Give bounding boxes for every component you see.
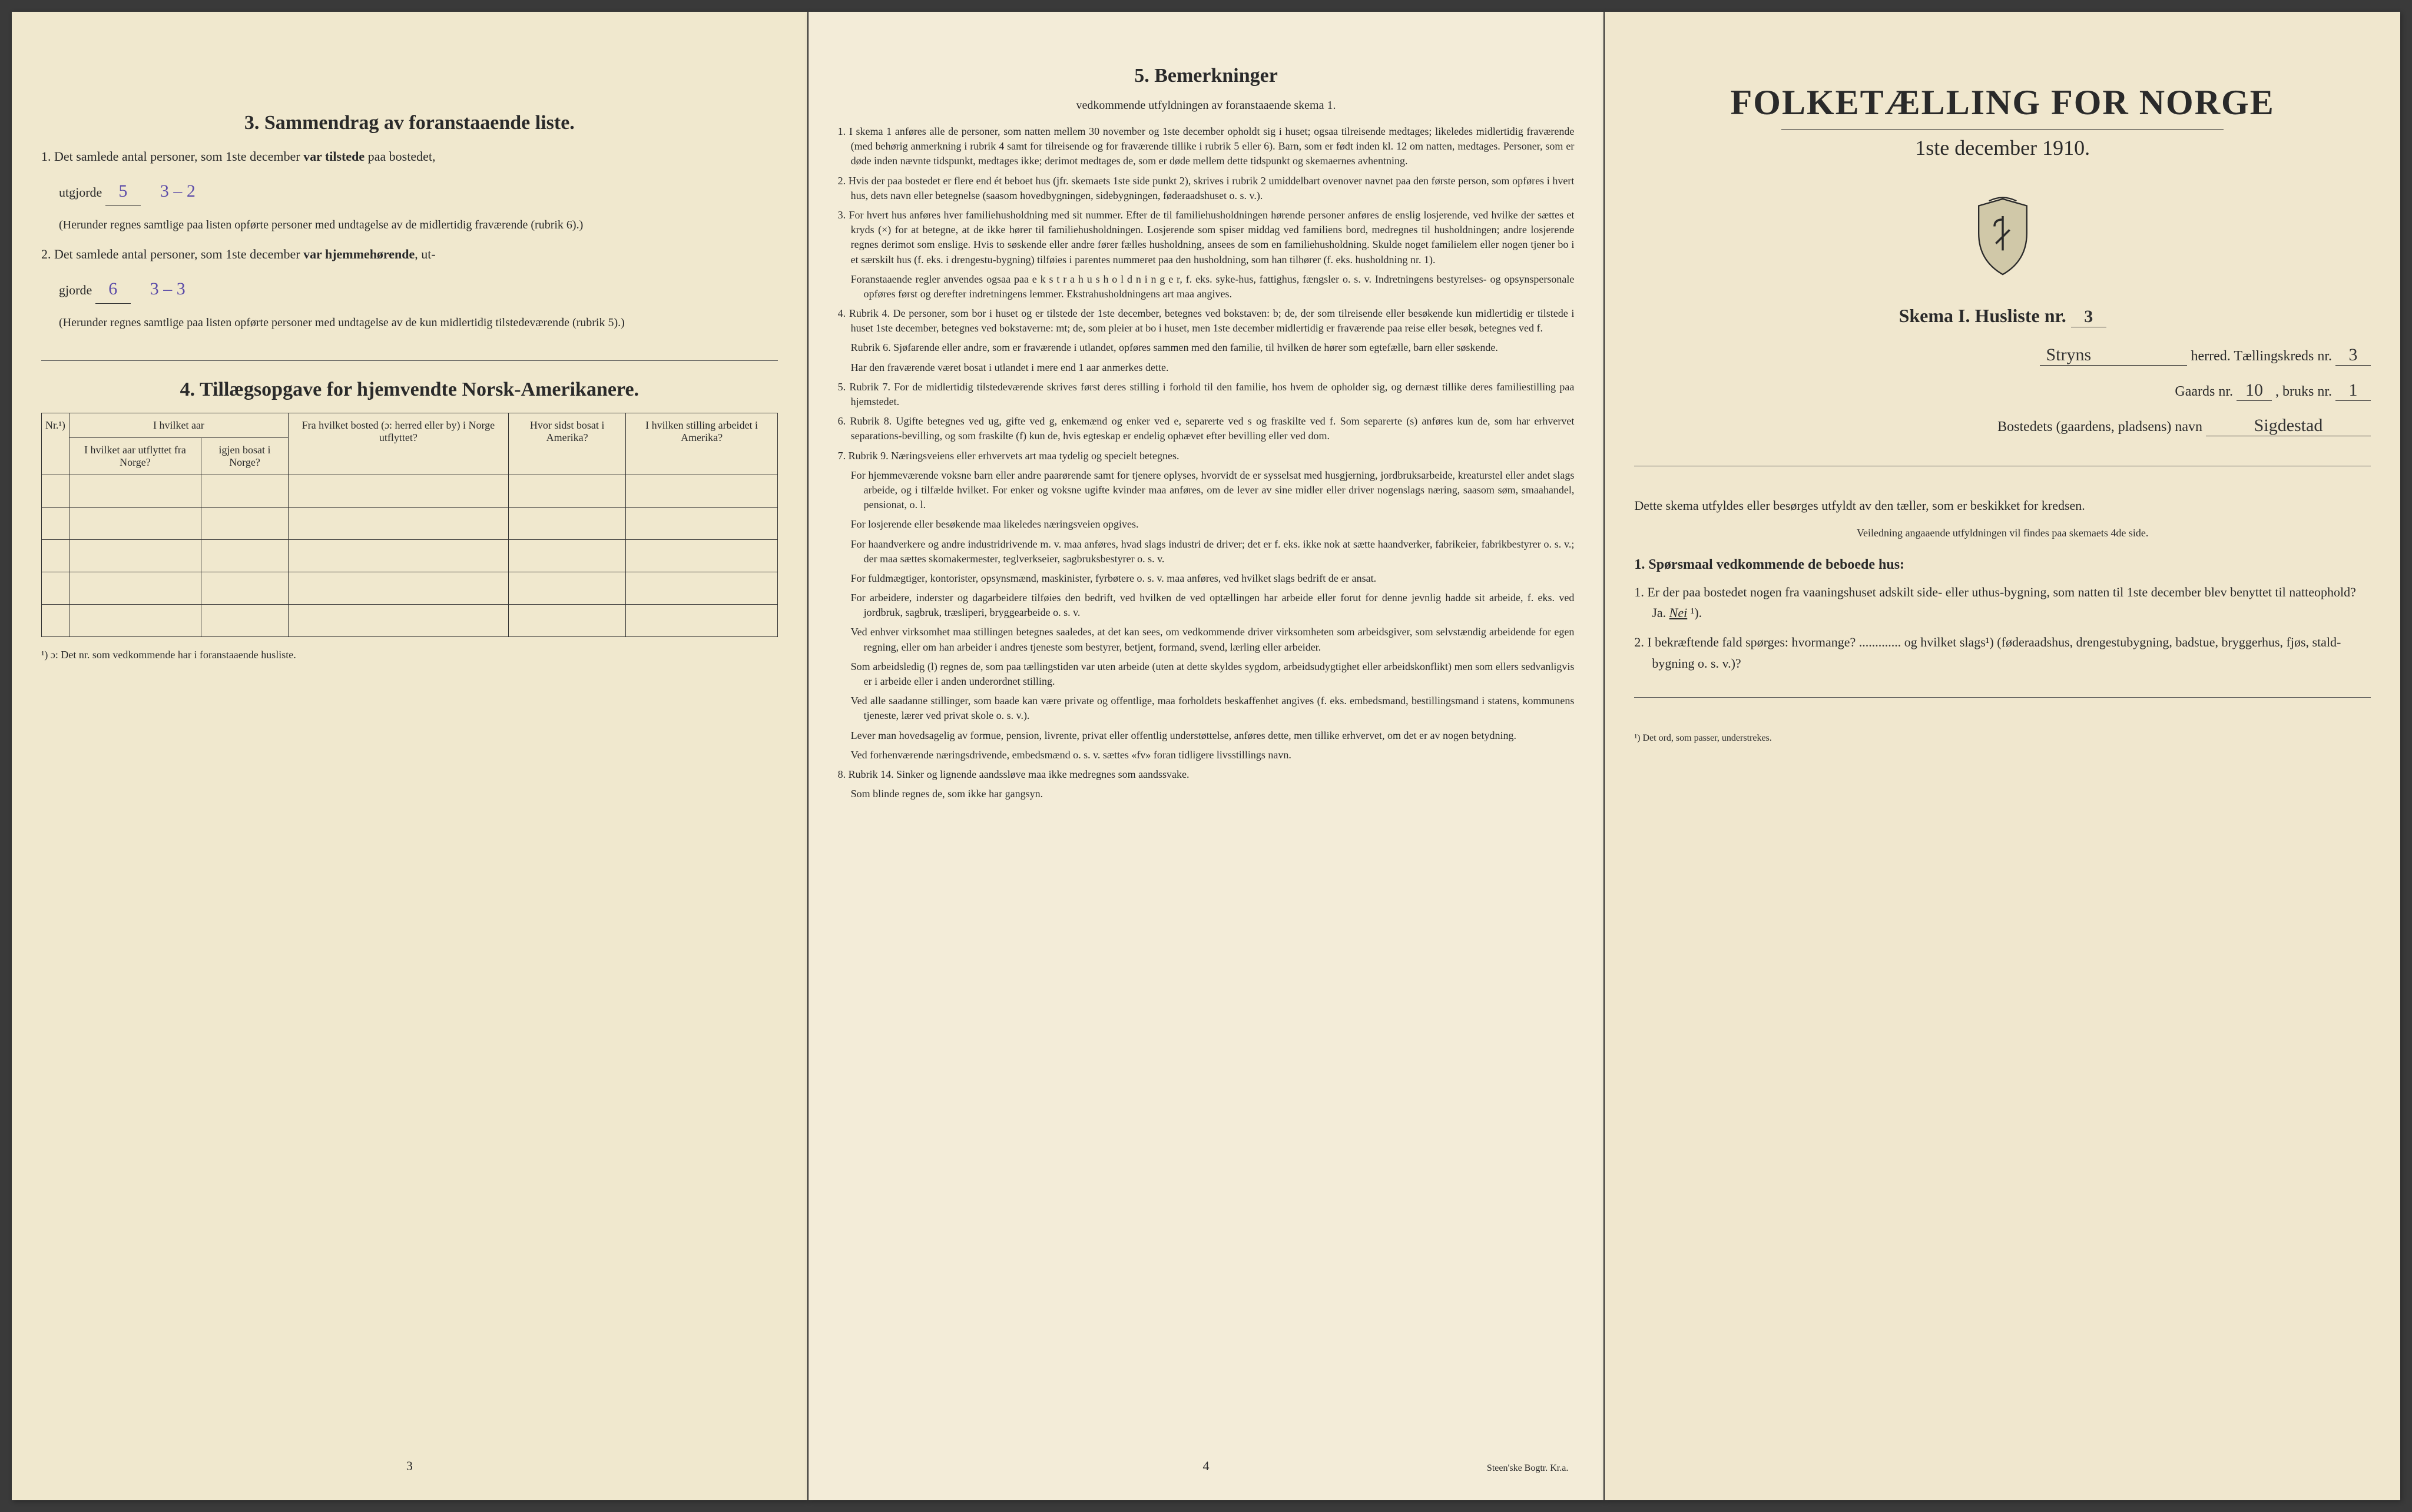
hw-tilstede-breakdown: 3 – 2 (160, 181, 196, 201)
footnote-3-text: ¹) Det ord, som passer, understrekes. (1634, 733, 1771, 743)
l1c: paa bostedet, (365, 149, 435, 164)
summary-line-1: 1. Det samlede antal personer, som 1ste … (41, 146, 778, 167)
gaard-line: Gaards nr. 10 , bruks nr. 1 (1634, 380, 2371, 401)
page-3: 3. Sammendrag av foranstaaende liste. 1.… (12, 12, 807, 1500)
th-nr: Nr.¹) (42, 413, 69, 475)
remark-7g: Ved enhver virksomhet maa stillingen bet… (838, 625, 1575, 654)
divider-4 (1634, 697, 2371, 698)
table-row (42, 508, 778, 540)
q1-text: 1. Er der paa bostedet nogen fra vaaning… (1634, 585, 2356, 620)
veiledning-text: Veiledning angaaende utfyldningen vil fi… (1634, 527, 2371, 539)
sub2: (Herunder regnes samtlige paa listen opf… (41, 314, 778, 331)
remark-7b: For hjemmeværende voksne barn eller andr… (838, 468, 1575, 513)
table-row (42, 605, 778, 637)
utgjorde-line-2: gjorde 6 3 – 3 (41, 275, 778, 304)
footnote-3: ¹) Det ord, som passer, understrekes. (1634, 733, 2371, 744)
document-spread: 3. Sammendrag av foranstaaende liste. 1.… (12, 12, 2400, 1500)
remark-3: 3. For hvert hus anføres hver familiehus… (838, 208, 1575, 267)
th-aar-group: I hvilket aar (69, 413, 288, 438)
remarks-list: 1. I skema 1 anføres alle de personer, s… (838, 124, 1575, 801)
utgjorde-line-1: utgjorde 5 3 – 2 (41, 177, 778, 206)
main-title: FOLKETÆLLING FOR NORGE (1634, 82, 2371, 123)
th-bosted: Fra hvilket bosted (ɔ: herred eller by) … (289, 413, 509, 475)
l2c: , ut- (415, 247, 435, 261)
hw-hjemme-breakdown: 3 – 3 (150, 279, 185, 299)
remark-7f: For arbeidere, inderster og dagarbeidere… (838, 591, 1575, 620)
remark-7k: Ved forhenværende næringsdrivende, embed… (838, 748, 1575, 762)
remark-7j: Lever man hovedsagelig av formue, pensio… (838, 728, 1575, 743)
title-rule (1781, 129, 2223, 130)
remark-8: 8. Rubrik 14. Sinker og lignende aandssl… (838, 767, 1575, 782)
th-utflyttet: I hvilket aar utflyttet fra Norge? (69, 438, 201, 475)
l1a: 1. Det samlede antal personer, som 1ste … (41, 149, 303, 164)
divider-1 (41, 360, 778, 361)
skema-label: Skema I. Husliste nr. (1899, 305, 2071, 326)
summary-line-2: 2. Det samlede antal personer, som 1ste … (41, 244, 778, 264)
herred-label: herred. Tællingskreds nr. (2191, 349, 2335, 364)
remark-7c: For losjerende eller besøkende maa likel… (838, 517, 1575, 532)
bruks-label: , bruks nr. (2275, 384, 2335, 399)
remark-4c: Har den fraværende været bosat i utlande… (838, 360, 1575, 375)
page-4: 5. Bemerkninger vedkommende utfyldningen… (809, 12, 1604, 1500)
q1-sup: ¹). (1687, 605, 1702, 620)
sub1: (Herunder regnes samtlige paa listen opf… (41, 217, 778, 233)
section-3-heading: 3. Sammendrag av foranstaaende liste. (41, 112, 778, 134)
gj2: gjorde (59, 283, 95, 297)
hw-herred-name: Stryns (2040, 345, 2187, 366)
l2a: 2. Det samlede antal personer, som 1ste … (41, 247, 303, 261)
section-4-heading: 4. Tillægsopgave for hjemvendte Norsk-Am… (41, 379, 778, 401)
remark-5: 5. Rubrik 7. For de midlertidig tilstede… (838, 380, 1575, 409)
remark-7e: For fuldmægtiger, kontorister, opsynsmæn… (838, 571, 1575, 586)
sporsmaal-heading: 1. Spørsmaal vedkommende de beboede hus: (1634, 557, 2371, 573)
hw-kreds-nr: 3 (2335, 345, 2371, 366)
skema-line: Skema I. Husliste nr. 3 (1634, 305, 2371, 327)
table-row (42, 475, 778, 508)
utgj1: utgjorde (59, 185, 105, 200)
hw-tilstede-count: 5 (105, 177, 141, 206)
remark-4: 4. Rubrik 4. De personer, som bor i huse… (838, 306, 1575, 336)
remark-7h: Som arbeidsledig (l) regnes de, som paa … (838, 659, 1575, 689)
hw-hjemme-count: 6 (95, 275, 131, 304)
hw-gaard-nr: 10 (2237, 380, 2272, 401)
table-row (42, 572, 778, 605)
hw-husliste-nr: 3 (2071, 307, 2106, 327)
footnote-1: ¹) ɔ: Det nr. som vedkommende har i fora… (41, 649, 778, 661)
section-5-heading: 5. Bemerkninger (838, 65, 1575, 87)
th-stilling: I hvilken stilling arbeidet i Amerika? (626, 413, 777, 475)
page-number-3: 3 (406, 1458, 413, 1474)
section-5-sub: vedkommende utfyldningen av foranstaaend… (838, 99, 1575, 112)
hw-bosted-name: Sigdestad (2206, 416, 2371, 436)
remark-3b: Foranstaaende regler anvendes ogsaa paa … (838, 272, 1575, 301)
remark-4b: Rubrik 6. Sjøfarende eller andre, som er… (838, 340, 1575, 355)
instruction-text: Dette skema utfyldes eller besørges utfy… (1634, 496, 2371, 515)
bosted-line: Bostedets (gaardens, pladsens) navn Sigd… (1634, 416, 2371, 436)
remark-1: 1. I skema 1 anføres alle de personer, s… (838, 124, 1575, 169)
remark-7d: For haandverkere og andre industridriven… (838, 537, 1575, 566)
amerika-table: Nr.¹) I hvilket aar Fra hvilket bosted (… (41, 413, 778, 637)
remark-7i: Ved alle saadanne stillinger, som baade … (838, 694, 1575, 723)
bosted-label: Bostedets (gaardens, pladsens) navn (1997, 419, 2206, 435)
q1-nei-underlined: Nei (1669, 605, 1688, 620)
remark-7: 7. Rubrik 9. Næringsveiens eller erhverv… (838, 449, 1575, 463)
title-page: FOLKETÆLLING FOR NORGE 1ste december 191… (1605, 12, 2400, 1500)
question-1: 1. Er der paa bostedet nogen fra vaaning… (1634, 582, 2371, 623)
page-number-4: 4 (1203, 1458, 1210, 1474)
gaard-label: Gaards nr. (2175, 384, 2237, 399)
printer-credit: Steen'ske Bogtr. Kr.a. (1487, 1463, 1568, 1474)
herred-line: Stryns herred. Tællingskreds nr. 3 (1634, 345, 2371, 366)
l1b: var tilstede (303, 149, 365, 164)
remark-8b: Som blinde regnes de, som ikke har gangs… (838, 787, 1575, 801)
remark-6: 6. Rubrik 8. Ugifte betegnes ved ug, gif… (838, 414, 1575, 443)
remark-2: 2. Hvis der paa bostedet er flere end ét… (838, 174, 1575, 203)
question-2: 2. I bekræftende fald spørges: hvormange… (1634, 632, 2371, 673)
th-igjen: igjen bosat i Norge? (201, 438, 289, 475)
census-date: 1ste december 1910. (1634, 135, 2371, 160)
th-amerika: Hvor sidst bosat i Amerika? (508, 413, 626, 475)
l2b: var hjemmehørende (303, 247, 415, 261)
hw-bruks-nr: 1 (2335, 380, 2371, 401)
table-row (42, 540, 778, 572)
coat-of-arms-icon (1634, 195, 2371, 281)
